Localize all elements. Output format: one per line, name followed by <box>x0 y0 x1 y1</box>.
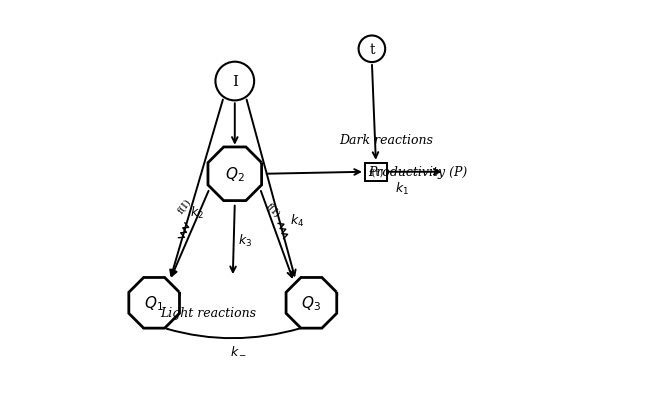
Text: f(I): f(I) <box>265 200 282 218</box>
Text: $Q_2$: $Q_2$ <box>225 165 245 184</box>
Text: $k_-$: $k_-$ <box>230 343 248 356</box>
Text: $k_3$: $k_3$ <box>238 233 252 249</box>
Text: Light reactions: Light reactions <box>160 307 257 320</box>
Text: $k_4$: $k_4$ <box>290 213 304 229</box>
Polygon shape <box>208 147 261 201</box>
Text: I: I <box>232 75 238 89</box>
Text: $k_1$: $k_1$ <box>395 180 409 196</box>
Circle shape <box>215 62 254 101</box>
Bar <box>365 163 387 181</box>
Polygon shape <box>129 278 179 328</box>
FancyArrowPatch shape <box>167 328 300 338</box>
Text: $k_2$: $k_2$ <box>190 205 203 221</box>
Text: $Q_1$: $Q_1$ <box>144 294 164 312</box>
Text: t: t <box>369 43 375 57</box>
Circle shape <box>358 36 385 63</box>
Text: Dark reactions: Dark reactions <box>339 134 433 147</box>
Text: $Q_3$: $Q_3$ <box>302 294 322 312</box>
Text: f(t): f(t) <box>368 168 384 177</box>
Text: f(I): f(I) <box>176 196 193 215</box>
Polygon shape <box>286 278 336 328</box>
Text: Productivity (P): Productivity (P) <box>369 166 468 179</box>
